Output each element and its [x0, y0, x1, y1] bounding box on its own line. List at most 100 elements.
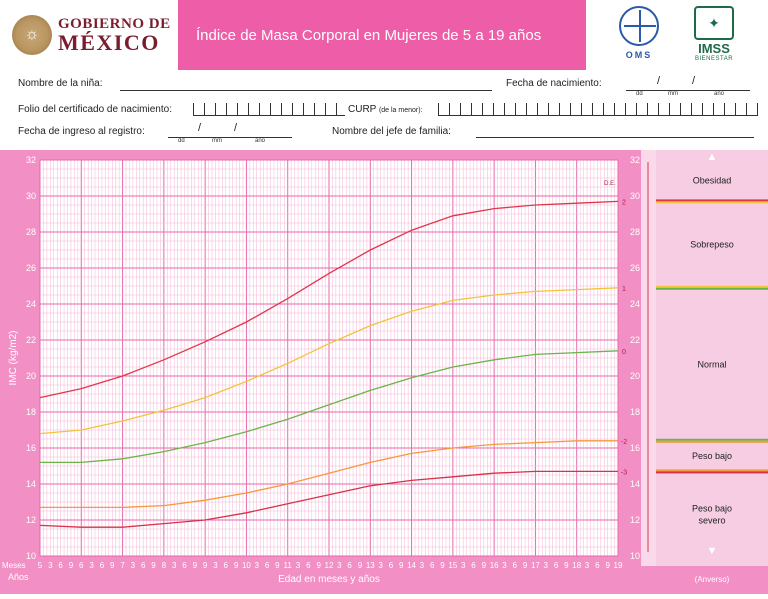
x-tick-label: 9: [523, 561, 528, 570]
x-tick-label: 6: [513, 561, 518, 570]
x-tick-label: 3: [337, 561, 342, 570]
x-tick-label: 6: [224, 561, 229, 570]
series-label: 1: [622, 286, 626, 293]
x-tick-label: 11: [284, 561, 293, 570]
series-label: 2: [622, 199, 626, 206]
category-boundary: [656, 201, 768, 204]
entry-label: Fecha de ingreso al registro:: [18, 126, 145, 137]
x-tick-label: 9: [564, 561, 569, 570]
category-boundary: [656, 440, 768, 443]
category-boundary: [656, 469, 768, 472]
y-tick-label: 10: [26, 551, 36, 561]
curp-label: CURP (de la menor):: [348, 104, 423, 115]
chart-series: 2 1 0 -2 -3: [39, 199, 627, 528]
series-label: -3: [621, 469, 627, 476]
x-tick-label: 9: [358, 561, 363, 570]
x-tick-label: 6: [347, 561, 352, 570]
oms-logo: OMS: [614, 6, 664, 60]
x-tick-label: 3: [172, 561, 177, 570]
x-tick-label: 6: [389, 561, 394, 570]
x-tick-label: 3: [544, 561, 549, 570]
page-title: Índice de Masa Corporal en Mujeres de 5 …: [178, 0, 586, 70]
category-boundary: [656, 438, 768, 441]
curp-field[interactable]: [438, 103, 758, 116]
name-label: Nombre de la niña:: [18, 78, 103, 89]
y-tick-label: 16: [630, 443, 640, 453]
head-label: Nombre del jefe de familia:: [332, 126, 451, 137]
folio-field[interactable]: [193, 103, 345, 116]
x-tick-label: 18: [572, 561, 581, 570]
x-tick-label: 19: [614, 561, 623, 570]
date-separator: /: [692, 75, 696, 87]
x-tick-label: 9: [399, 561, 404, 570]
year-hint: año: [255, 138, 266, 144]
y-tick-label: 30: [630, 191, 640, 201]
category-label: severo: [698, 516, 725, 526]
x-tick-label: 14: [407, 561, 416, 570]
category-boundary: [656, 199, 768, 202]
x-tick-label: 3: [378, 561, 383, 570]
x-tick-label: 12: [325, 561, 334, 570]
y-axis-label: IMC (kg/m2): [8, 331, 19, 386]
x-tick-label: 6: [182, 561, 187, 570]
y-tick-label: 20: [630, 371, 640, 381]
y-tick-label: 18: [630, 407, 640, 417]
x-tick-label: 6: [430, 561, 435, 570]
x-tick-label: 9: [275, 561, 280, 570]
x-tick-label: 13: [366, 561, 375, 570]
y-tick-label: 12: [26, 515, 36, 525]
series-line-0: [40, 350, 619, 464]
x-tick-label: 6: [595, 561, 600, 570]
date-separator: /: [198, 122, 202, 134]
category-boundary: [656, 285, 768, 288]
x-tick-label: 3: [255, 561, 260, 570]
y-tick-label: 16: [26, 443, 36, 453]
month-hint: mm: [212, 138, 222, 144]
imss-sub: BIENESTAR: [694, 56, 734, 62]
x-tick-label: 7: [120, 561, 125, 570]
x-tick-label: 3: [461, 561, 466, 570]
day-hint: dd: [178, 138, 185, 144]
y-tick-label: 32: [26, 155, 36, 165]
gobierno-de-mexico-logo: ☼ GOBIERNO DE MÉXICO: [12, 10, 177, 60]
y-tick-label: 22: [26, 335, 36, 345]
y-tick-label: 14: [26, 479, 36, 489]
x-tick-label: 9: [193, 561, 198, 570]
series-line--3: [39, 470, 618, 528]
series-line-2: [39, 200, 619, 399]
entry-date-field[interactable]: [168, 137, 292, 138]
chart-area: 2 1 0 -2 -3 10 10 12 12 14 14 16 16 18 18 20 20 22 22 24 24…: [0, 150, 768, 594]
x-tick-label: 6: [100, 561, 105, 570]
gov-line1: GOBIERNO DE: [58, 15, 171, 32]
folio-label: Folio del certificado de nacimiento:: [18, 104, 172, 115]
x-tick-label: 6: [141, 561, 146, 570]
x-tick-label: 9: [203, 561, 208, 570]
category-label: Sobrepeso: [690, 240, 734, 250]
name-field[interactable]: [120, 90, 492, 91]
partner-logos: OMS ✦ IMSS BIENESTAR: [600, 6, 760, 66]
x-tick-label: 3: [420, 561, 425, 570]
national-seal-icon: ☼: [12, 15, 52, 55]
x-tick-label: 3: [296, 561, 301, 570]
date-separator: /: [234, 122, 238, 134]
globe-icon: [619, 6, 659, 46]
category-boundary: [656, 287, 768, 290]
de-label: D.E.: [604, 181, 616, 187]
imss-label: IMSS: [698, 41, 730, 56]
x-tick-label: 16: [490, 561, 499, 570]
y-tick-label: 18: [26, 407, 36, 417]
x-tick-label: 6: [471, 561, 476, 570]
x-row-label-years: Años: [8, 572, 29, 582]
patient-form: Nombre de la niña: Fecha de nacimiento: …: [0, 70, 768, 150]
series-label: 0: [622, 349, 626, 356]
x-tick-label: 8: [162, 561, 167, 570]
head-field[interactable]: [476, 137, 754, 138]
header: ☼ GOBIERNO DE MÉXICO Índice de Masa Corp…: [0, 0, 768, 70]
x-tick-label: 3: [131, 561, 136, 570]
y-tick-label: 14: [630, 479, 640, 489]
birth-date-field[interactable]: [626, 90, 750, 91]
x-tick-label: 3: [213, 561, 218, 570]
category-boundary: [656, 471, 768, 474]
x-tick-label: 6: [58, 561, 63, 570]
